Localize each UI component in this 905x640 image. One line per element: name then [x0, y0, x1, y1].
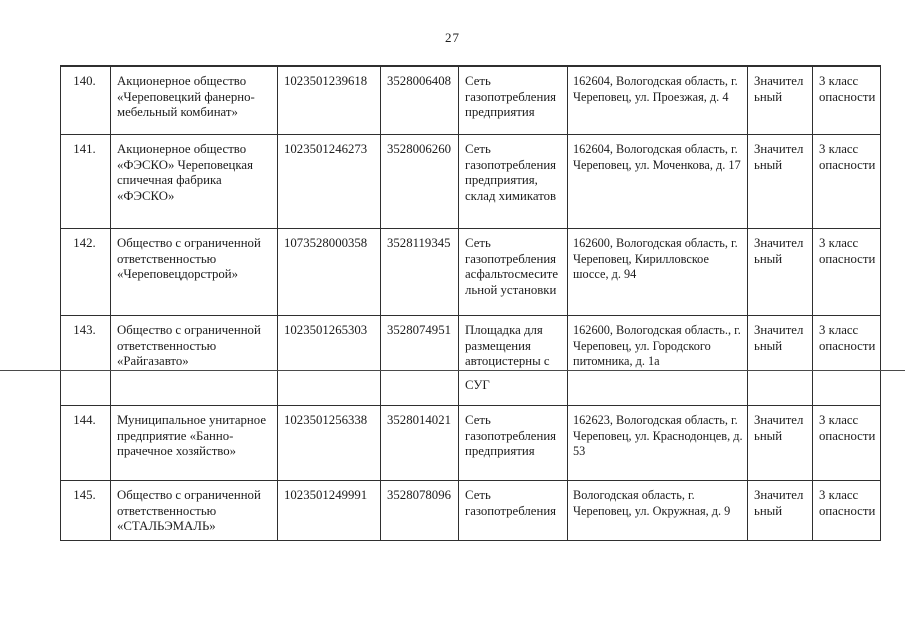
- address-cell: 162604, Вологодская область, г. Черепове…: [568, 135, 747, 228]
- row-number-cell: 145.: [61, 481, 110, 540]
- ogrn-cell: 1023501246273: [278, 135, 380, 228]
- ogrn-cell: 1073528000358: [278, 229, 380, 315]
- org-name-cell: Акционерное общество «Череповецкий фанер…: [111, 67, 277, 134]
- ogrn-cell: 1023501249991: [278, 481, 380, 540]
- hazard-class-cell: 3 класс опасности: [813, 316, 880, 370]
- org-name-cell: Общество с ограниченной ответственностью…: [111, 316, 277, 370]
- page-break-line: [0, 370, 905, 371]
- address-cell: 162600, Вологодская область., г. Черепов…: [568, 316, 747, 370]
- inn-cell: 3528074951: [381, 316, 458, 370]
- row-number-continuation-cell: [61, 371, 110, 405]
- inn-cell: 3528078096: [381, 481, 458, 540]
- ogrn-continuation-cell: [278, 371, 380, 405]
- inn-cell: 3528006260: [381, 135, 458, 228]
- address-cell: 162600, Вологодская область, г. Черепове…: [568, 229, 747, 315]
- inn-cell: 3528119345: [381, 229, 458, 315]
- hazard-class-cell: 3 класс опасности: [813, 481, 880, 540]
- row-number-cell: 143.: [61, 316, 110, 370]
- inn-continuation-cell: [381, 371, 458, 405]
- significance-cell: Значител ьный: [748, 135, 812, 228]
- ogrn-cell: 1023501256338: [278, 406, 380, 480]
- hazard-class-cell: 3 класс опасности: [813, 229, 880, 315]
- address-cell: Вологодская область, г. Череповец, ул. О…: [568, 481, 747, 540]
- object-cell: Сеть газопотребления предприятия: [459, 67, 567, 134]
- row-number-cell: 142.: [61, 229, 110, 315]
- ogrn-cell: 1023501239618: [278, 67, 380, 134]
- org-name-cell: Муниципальное унитарное предприятие «Бан…: [111, 406, 277, 480]
- object-continuation-cell: СУГ: [459, 371, 567, 405]
- hazard-class-cell: 3 класс опасности: [813, 67, 880, 134]
- object-cell: Сеть газопотребления асфальтосмесительно…: [459, 229, 567, 315]
- significance-cell: Значител ьный: [748, 229, 812, 315]
- inn-cell: 3528006408: [381, 67, 458, 134]
- address-continuation-cell: [568, 371, 747, 405]
- hazard-class-cell: 3 класс опасности: [813, 406, 880, 480]
- page-number: 27: [445, 30, 460, 45]
- significance-continuation-cell: [748, 371, 812, 405]
- significance-cell: Значител ьный: [748, 316, 812, 370]
- org-name-cell: Общество с ограниченной ответственностью…: [111, 481, 277, 540]
- row-number-cell: 140.: [61, 67, 110, 134]
- significance-cell: Значител ьный: [748, 406, 812, 480]
- ogrn-cell: 1023501265303: [278, 316, 380, 370]
- significance-cell: Значител ьный: [748, 67, 812, 134]
- hazard-class-cell: 3 класс опасности: [813, 135, 880, 228]
- object-cell: Площадка для размещения автоцистерны с: [459, 316, 567, 370]
- address-cell: 162623, Вологодская область, г. Черепове…: [568, 406, 747, 480]
- significance-cell: Значител ьный: [748, 481, 812, 540]
- org-name-cell: Общество с ограниченной ответственностью…: [111, 229, 277, 315]
- hazard-class-continuation-cell: [813, 371, 880, 405]
- facilities-table: 140. Акционерное общество «Череповецкий …: [60, 65, 881, 541]
- address-cell: 162604, Вологодская область, г. Черепове…: [568, 67, 747, 134]
- inn-cell: 3528014021: [381, 406, 458, 480]
- row-number-cell: 144.: [61, 406, 110, 480]
- row-number-cell: 141.: [61, 135, 110, 228]
- org-name-continuation-cell: [111, 371, 277, 405]
- object-cell: Сеть газопотребления предприятия, склад …: [459, 135, 567, 228]
- object-cell: Сеть газопотребления предприятия: [459, 406, 567, 480]
- org-name-cell: Акционерное общество «ФЭСКО» Череповецка…: [111, 135, 277, 228]
- object-cell: Сеть газопотребления: [459, 481, 567, 540]
